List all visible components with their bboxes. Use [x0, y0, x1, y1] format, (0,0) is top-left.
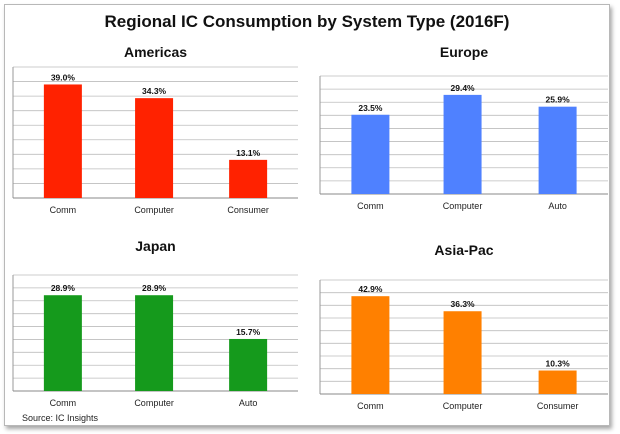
panel-title: Americas — [124, 44, 187, 60]
panel-title: Europe — [440, 44, 488, 60]
data-label: 28.9% — [142, 283, 167, 293]
bar-computer — [135, 98, 174, 198]
bar-comm — [43, 84, 82, 198]
bar-comm — [351, 114, 390, 194]
data-label: 28.9% — [51, 283, 76, 293]
x-tick-label: Computer — [443, 201, 483, 211]
bar-consumer — [229, 159, 268, 198]
x-tick-label: Comm — [50, 205, 77, 215]
bar-computer — [135, 295, 174, 391]
x-tick-label: Computer — [134, 398, 174, 408]
bar-auto — [229, 338, 268, 391]
x-tick-label: Computer — [443, 401, 483, 411]
bar-auto — [538, 106, 577, 194]
x-tick-label: Comm — [357, 401, 384, 411]
data-label: 39.0% — [51, 72, 76, 82]
bar-consumer — [538, 370, 577, 394]
chart-panel-1: Americas 39.0% Comm 34.3% Computer 13.1% Consu… — [12, 44, 298, 215]
x-tick-label: Auto — [548, 201, 567, 211]
x-tick-label: Consumer — [227, 205, 269, 215]
x-tick-label: Comm — [50, 398, 77, 408]
source-note: Source: IC Insights — [22, 413, 99, 423]
chart-panel-3: Japan 28.9% Comm 28.9% Computer 15.7% Auto — [12, 238, 298, 408]
data-label: 13.1% — [236, 148, 261, 158]
chart-panel-2: Europe 23.5% Comm 29.4% Computer 25.9% Auto — [319, 44, 608, 211]
panel-title: Asia-Pac — [434, 242, 493, 258]
data-label: 29.4% — [451, 83, 476, 93]
data-label: 34.3% — [142, 86, 167, 96]
data-label: 36.3% — [451, 299, 476, 309]
panel-title: Japan — [135, 238, 175, 254]
x-tick-label: Computer — [134, 205, 174, 215]
data-label: 10.3% — [546, 359, 571, 369]
x-tick-label: Consumer — [537, 401, 579, 411]
x-tick-label: Comm — [357, 201, 384, 211]
x-tick-label: Auto — [239, 398, 258, 408]
data-label: 15.7% — [236, 327, 261, 337]
data-label: 42.9% — [358, 284, 383, 294]
data-label: 23.5% — [358, 103, 383, 113]
data-label: 25.9% — [546, 95, 571, 105]
bar-comm — [351, 296, 390, 394]
bar-comm — [43, 295, 82, 391]
main-title: Regional IC Consumption by System Type (… — [105, 12, 510, 31]
bar-computer — [443, 94, 482, 194]
bar-computer — [443, 311, 482, 394]
chart-panel-4: Asia-Pac 42.9% Comm 36.3% Computer 10.3% Consu… — [319, 242, 608, 411]
